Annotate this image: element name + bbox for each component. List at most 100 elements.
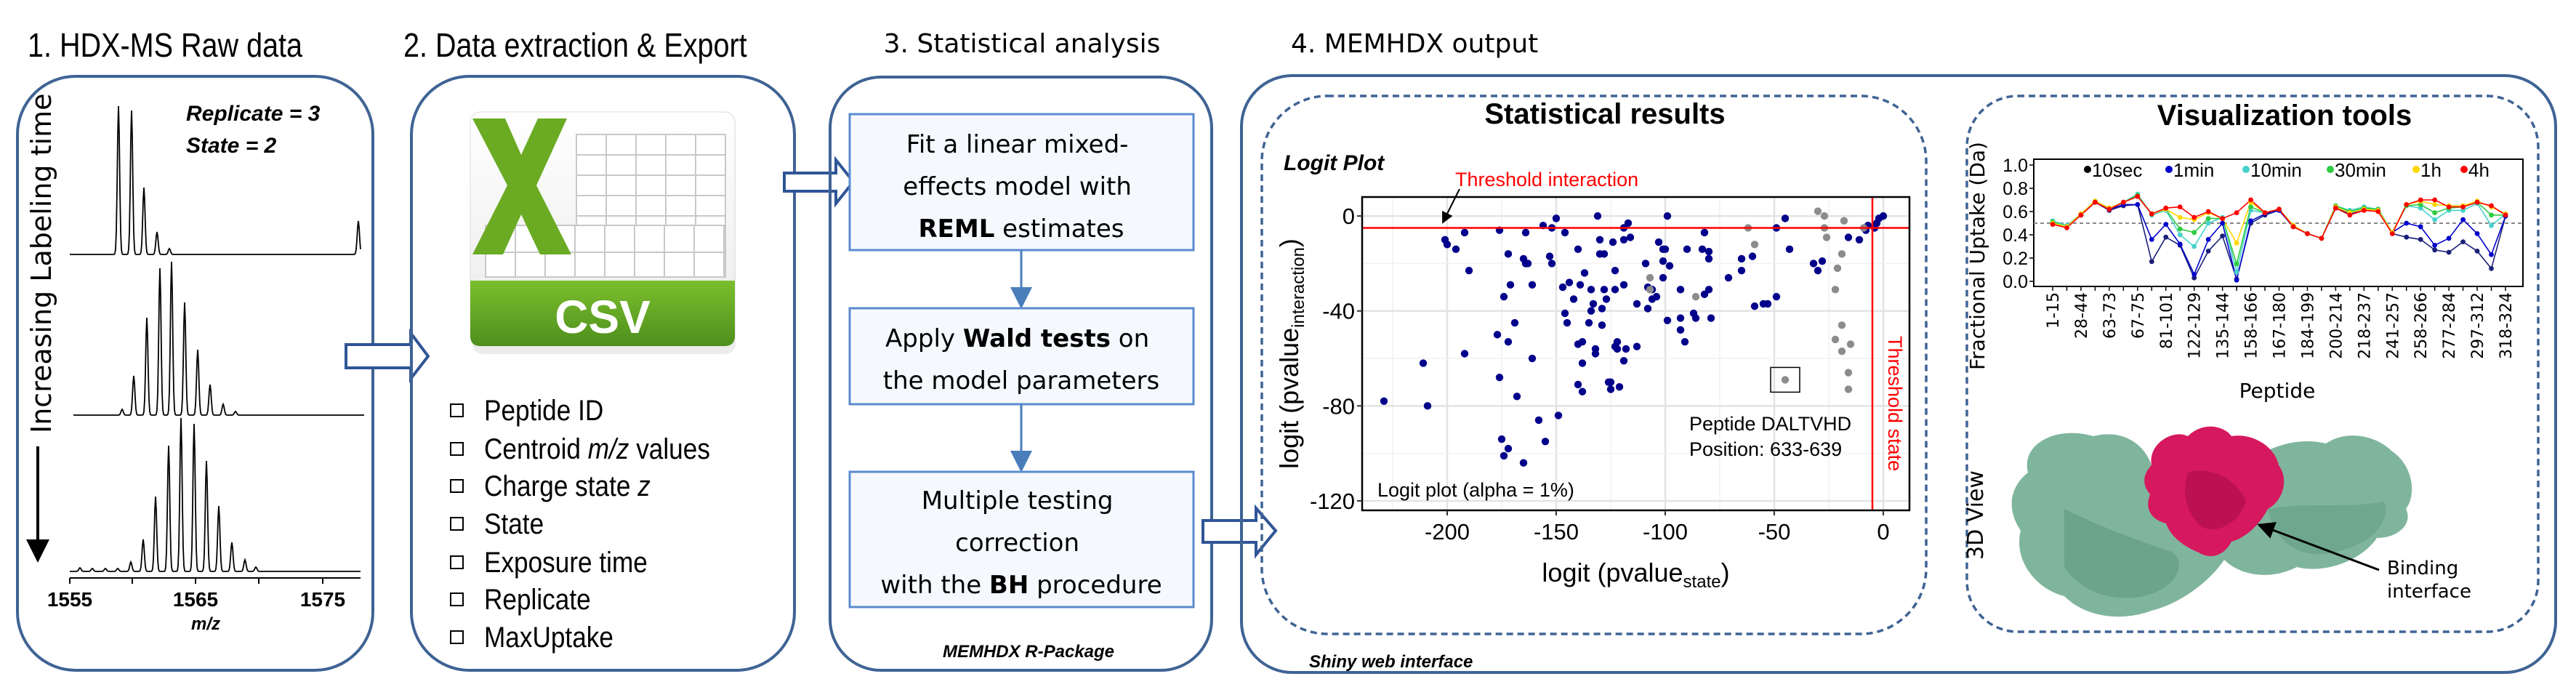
data-point-10min[interactable] — [2489, 222, 2494, 228]
significant-peptide-point[interactable] — [1524, 260, 1532, 268]
data-point-10sec[interactable] — [2191, 275, 2197, 281]
significant-peptide-point[interactable] — [1593, 212, 1602, 220]
data-point-4h[interactable] — [2064, 225, 2069, 230]
significant-peptide-point[interactable] — [1506, 281, 1515, 289]
significant-peptide-point[interactable] — [1624, 219, 1633, 228]
non-significant-peptide-point[interactable] — [1646, 273, 1654, 282]
data-point-4h[interactable] — [2277, 206, 2282, 212]
protein-structure-image[interactable] — [2011, 426, 2412, 617]
data-point-4h[interactable] — [2191, 214, 2197, 220]
significant-peptide-point[interactable] — [1763, 300, 1772, 308]
significant-peptide-point[interactable] — [1748, 252, 1757, 260]
data-point-10min[interactable] — [2418, 205, 2423, 211]
significant-peptide-point[interactable] — [1737, 254, 1746, 263]
data-point-4h[interactable] — [2135, 193, 2141, 199]
data-point-4h[interactable] — [2361, 208, 2367, 213]
significant-peptide-point[interactable] — [1626, 233, 1635, 241]
significant-peptide-point[interactable] — [1600, 286, 1609, 294]
data-point-1min[interactable] — [2205, 237, 2211, 242]
non-significant-peptide-point[interactable] — [1838, 250, 1846, 258]
significant-peptide-point[interactable] — [1497, 435, 1506, 443]
significant-peptide-point[interactable] — [1659, 273, 1667, 282]
data-point-1min[interactable] — [2474, 231, 2480, 236]
significant-peptide-point[interactable] — [1578, 337, 1587, 346]
data-point-4h[interactable] — [2347, 212, 2353, 218]
significant-peptide-point[interactable] — [1578, 387, 1587, 395]
data-point-10sec[interactable] — [2460, 239, 2466, 244]
significant-peptide-point[interactable] — [1633, 300, 1641, 308]
significant-peptide-point[interactable] — [1380, 397, 1388, 406]
non-significant-peptide-point[interactable] — [1831, 335, 1840, 344]
non-significant-peptide-point[interactable] — [1691, 292, 1700, 301]
data-point-10sec[interactable] — [2404, 234, 2410, 240]
significant-peptide-point[interactable] — [1561, 309, 1569, 318]
significant-peptide-point[interactable] — [1809, 260, 1818, 268]
significant-peptide-point[interactable] — [1558, 283, 1567, 292]
data-point-1min[interactable] — [2418, 224, 2423, 230]
significant-peptide-point[interactable] — [1704, 247, 1713, 256]
significant-peptide-point[interactable] — [1704, 254, 1713, 263]
data-point-4h[interactable] — [2503, 212, 2508, 218]
data-point-10sec[interactable] — [2220, 233, 2226, 238]
significant-peptide-point[interactable] — [1665, 262, 1674, 270]
data-point-4h[interactable] — [2205, 209, 2211, 214]
significant-peptide-point[interactable] — [1452, 245, 1460, 254]
significant-peptide-point[interactable] — [1554, 411, 1563, 419]
significant-peptide-point[interactable] — [1569, 295, 1578, 303]
significant-peptide-point[interactable] — [1504, 250, 1513, 258]
data-point-4h[interactable] — [2404, 202, 2410, 207]
significant-peptide-point[interactable] — [1622, 345, 1630, 353]
significant-peptide-point[interactable] — [1855, 236, 1864, 244]
non-significant-peptide-point[interactable] — [1831, 286, 1840, 294]
data-point-1min[interactable] — [2248, 218, 2253, 224]
significant-peptide-point[interactable] — [1565, 278, 1574, 286]
non-significant-peptide-point[interactable] — [1814, 207, 1822, 215]
non-significant-peptide-point[interactable] — [1646, 286, 1654, 294]
significant-peptide-point[interactable] — [1602, 295, 1611, 303]
significant-peptide-point[interactable] — [1574, 245, 1582, 254]
data-point-10min[interactable] — [2248, 208, 2253, 213]
significant-peptide-point[interactable] — [1704, 286, 1713, 294]
significant-peptide-point[interactable] — [1619, 281, 1628, 289]
data-point-30min[interactable] — [2191, 230, 2197, 236]
data-point-1h[interactable] — [2234, 240, 2239, 246]
significant-peptide-point[interactable] — [1504, 337, 1513, 346]
data-point-1min[interactable] — [2135, 202, 2141, 207]
significant-peptide-point[interactable] — [1676, 314, 1685, 322]
significant-peptide-point[interactable] — [1595, 236, 1604, 244]
data-point-1min[interactable] — [2163, 222, 2169, 227]
significant-peptide-point[interactable] — [1659, 257, 1667, 265]
significant-peptide-point[interactable] — [1613, 337, 1622, 346]
significant-peptide-point[interactable] — [1419, 359, 1428, 367]
data-point-4h[interactable] — [2333, 205, 2338, 211]
non-significant-peptide-point[interactable] — [1822, 233, 1831, 241]
data-point-4h[interactable] — [2149, 211, 2154, 217]
significant-peptide-point[interactable] — [1460, 228, 1469, 237]
significant-peptide-point[interactable] — [1500, 451, 1508, 460]
data-point-4h[interactable] — [2177, 204, 2183, 209]
non-significant-peptide-point[interactable] — [1833, 264, 1842, 273]
non-significant-peptide-point[interactable] — [1844, 369, 1853, 377]
significant-peptide-point[interactable] — [1609, 238, 1617, 246]
data-point-4h[interactable] — [2050, 222, 2056, 227]
significant-peptide-point[interactable] — [1574, 380, 1582, 389]
significant-peptide-point[interactable] — [1707, 314, 1715, 322]
significant-peptide-point[interactable] — [1683, 245, 1691, 254]
significant-peptide-point[interactable] — [1676, 326, 1685, 334]
data-point-4h[interactable] — [2418, 197, 2423, 203]
significant-peptide-point[interactable] — [1519, 459, 1528, 467]
data-point-1min[interactable] — [2234, 278, 2239, 283]
significant-peptide-point[interactable] — [1598, 321, 1606, 329]
significant-peptide-point[interactable] — [1504, 444, 1513, 453]
data-point-1h[interactable] — [2432, 202, 2438, 207]
data-point-1min[interactable] — [2446, 236, 2452, 241]
significant-peptide-point[interactable] — [1598, 305, 1606, 313]
data-point-4h[interactable] — [2319, 236, 2325, 241]
significant-peptide-point[interactable] — [1619, 357, 1628, 365]
data-point-1min[interactable] — [2191, 272, 2197, 277]
data-point-4h[interactable] — [2446, 204, 2452, 209]
data-point-4h[interactable] — [2220, 216, 2226, 221]
significant-peptide-point[interactable] — [1691, 314, 1700, 322]
significant-peptide-point[interactable] — [1737, 267, 1746, 275]
significant-peptide-point[interactable] — [1698, 245, 1707, 254]
